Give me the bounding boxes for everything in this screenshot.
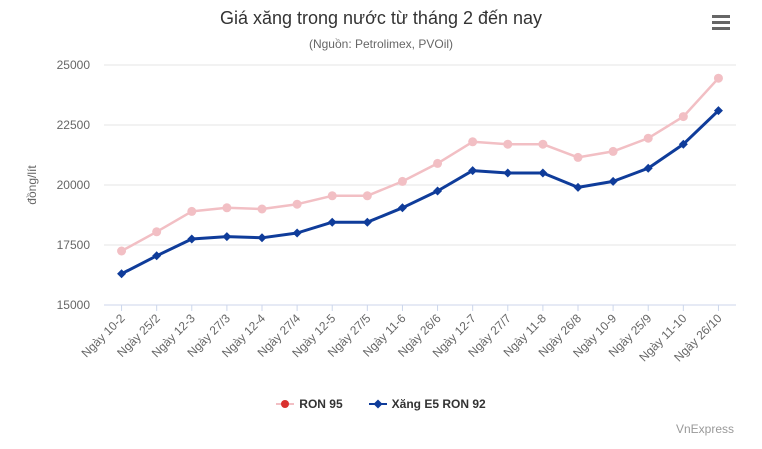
legend-circle-marker-icon — [276, 400, 295, 408]
legend-item-e5[interactable]: Xăng E5 RON 92 — [368, 397, 486, 411]
legend-label-e5: Xăng E5 RON 92 — [391, 397, 486, 411]
menu-bar-1 — [712, 15, 730, 18]
data-point-ron95[interactable] — [117, 246, 127, 256]
data-point-ron95[interactable] — [468, 137, 478, 147]
data-point-e5[interactable] — [503, 168, 513, 178]
data-point-e5[interactable] — [433, 186, 443, 196]
data-point-e5[interactable] — [608, 176, 618, 186]
data-point-ron95[interactable] — [503, 139, 513, 149]
data-point-e5[interactable] — [468, 166, 478, 176]
data-point-e5[interactable] — [257, 233, 267, 243]
credits-link[interactable]: VnExpress — [675, 422, 734, 436]
y-tick-label: 17500 — [57, 238, 91, 252]
data-point-ron95[interactable] — [433, 158, 443, 168]
grid-lines — [104, 64, 736, 306]
legend-label-ron95: RON 95 — [299, 397, 343, 411]
data-point-ron95[interactable] — [573, 152, 583, 162]
chart-subtitle: (Nguồn: Petrolimex, PVOil) — [308, 37, 454, 51]
data-point-ron95[interactable] — [362, 191, 372, 201]
data-point-e5[interactable] — [713, 106, 723, 116]
data-point-ron95[interactable] — [538, 139, 548, 149]
data-point-ron95[interactable] — [713, 73, 723, 83]
data-point-e5[interactable] — [573, 182, 583, 192]
legend-diamond-marker-icon — [368, 399, 387, 409]
data-point-e5[interactable] — [327, 217, 337, 227]
data-point-e5[interactable] — [152, 251, 162, 261]
series-line-0 — [120, 77, 720, 253]
menu-bar-3 — [712, 27, 730, 30]
data-point-e5[interactable] — [117, 269, 127, 279]
data-point-ron95[interactable] — [608, 146, 618, 156]
menu-bar-2 — [712, 21, 730, 24]
data-point-e5[interactable] — [187, 234, 197, 244]
y-axis-title: đồng/lít — [25, 165, 39, 205]
data-point-ron95[interactable] — [643, 133, 653, 143]
y-tick-label: 25000 — [57, 58, 91, 72]
data-point-e5[interactable] — [362, 217, 372, 227]
data-point-e5[interactable] — [292, 228, 302, 238]
data-point-ron95[interactable] — [222, 203, 232, 213]
data-point-ron95[interactable] — [292, 199, 302, 209]
line-chart: 15000 17500 20000 22500 25000 đồng/lít Ngày … — [25, 58, 736, 365]
data-point-ron95[interactable] — [152, 227, 162, 237]
data-point-ron95[interactable] — [678, 112, 688, 122]
y-tick-label: 20000 — [57, 178, 91, 192]
data-point-ron95[interactable] — [257, 204, 267, 214]
chart-legend: RON 95 Xăng E5 RON 92 — [0, 397, 762, 411]
y-tick-label: 22500 — [57, 118, 91, 132]
data-point-e5[interactable] — [538, 168, 548, 178]
series-line-1 — [120, 109, 720, 276]
data-point-e5[interactable] — [643, 163, 653, 173]
data-point-e5[interactable] — [678, 139, 688, 149]
data-point-ron95[interactable] — [397, 176, 407, 186]
hamburger-menu-icon[interactable] — [709, 12, 733, 32]
data-point-e5[interactable] — [397, 203, 407, 213]
y-tick-label: 15000 — [57, 298, 91, 312]
legend-item-ron95[interactable]: RON 95 — [276, 397, 343, 411]
data-point-ron95[interactable] — [327, 191, 337, 201]
data-point-ron95[interactable] — [187, 206, 197, 216]
series-group — [117, 73, 723, 279]
y-axis: 15000 17500 20000 22500 25000 — [57, 58, 91, 312]
data-point-e5[interactable] — [222, 232, 232, 242]
chart-title: Giá xăng trong nước từ tháng 2 đến nay — [219, 8, 543, 28]
